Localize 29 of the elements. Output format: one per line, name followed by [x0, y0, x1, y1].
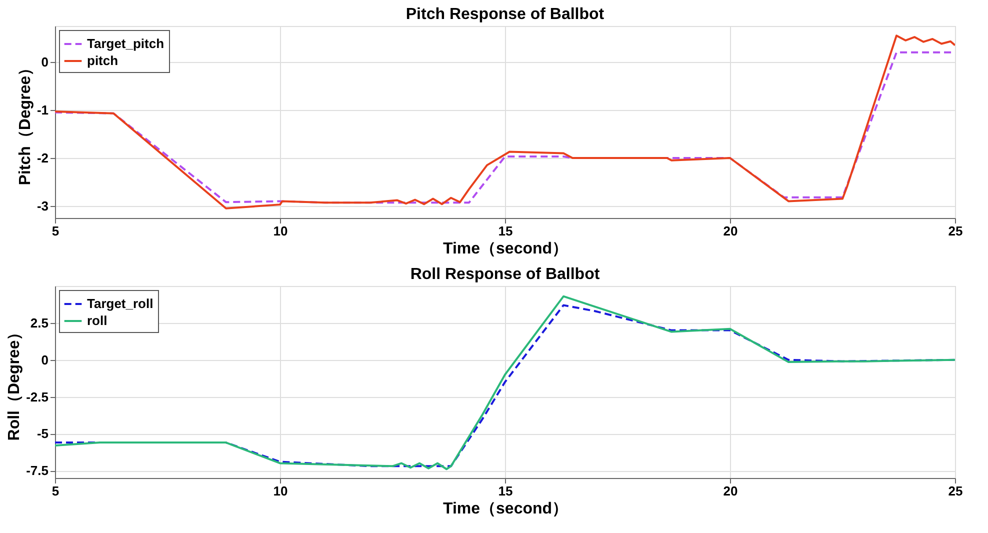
y-tick-label: 0	[41, 54, 48, 70]
x-axis-title: Time（second）	[442, 500, 568, 518]
y-tick-label: -2.5	[26, 389, 48, 404]
legend-label: roll	[87, 313, 108, 328]
x-tick-label: 20	[723, 224, 738, 238]
x-tick-label: 15	[498, 224, 513, 238]
legend-label: Target_roll	[87, 296, 154, 311]
x-axis-title: Time（second）	[442, 240, 568, 258]
y-tick-label: 0	[41, 352, 48, 368]
chart-title: Roll Response of Ballbot	[410, 266, 600, 283]
x-tick-label: 10	[273, 224, 288, 238]
x-tick-label: 20	[723, 484, 738, 498]
x-tick-label: 5	[52, 484, 60, 498]
x-tick-label: 25	[948, 484, 963, 498]
y-tick-label: -1	[36, 102, 48, 118]
y-tick-label: -7.5	[26, 463, 48, 478]
y-tick-label: -2	[36, 150, 48, 166]
y-tick-label: 2.5	[30, 315, 48, 330]
y-tick-label: -3	[36, 198, 48, 214]
x-tick-label: 25	[948, 224, 963, 238]
legend-label: pitch	[87, 53, 118, 68]
x-tick-label: 10	[273, 484, 288, 498]
legend-label: Target_pitch	[87, 36, 164, 51]
chart-title: Pitch Response of Ballbot	[406, 6, 605, 23]
x-tick-label: 5	[52, 224, 60, 238]
y-tick-label: -5	[36, 426, 48, 442]
y-axis-title: Roll（Degree）	[6, 324, 24, 441]
y-axis-title: Pitch（Degree）	[16, 60, 34, 186]
x-tick-label: 15	[498, 484, 513, 498]
